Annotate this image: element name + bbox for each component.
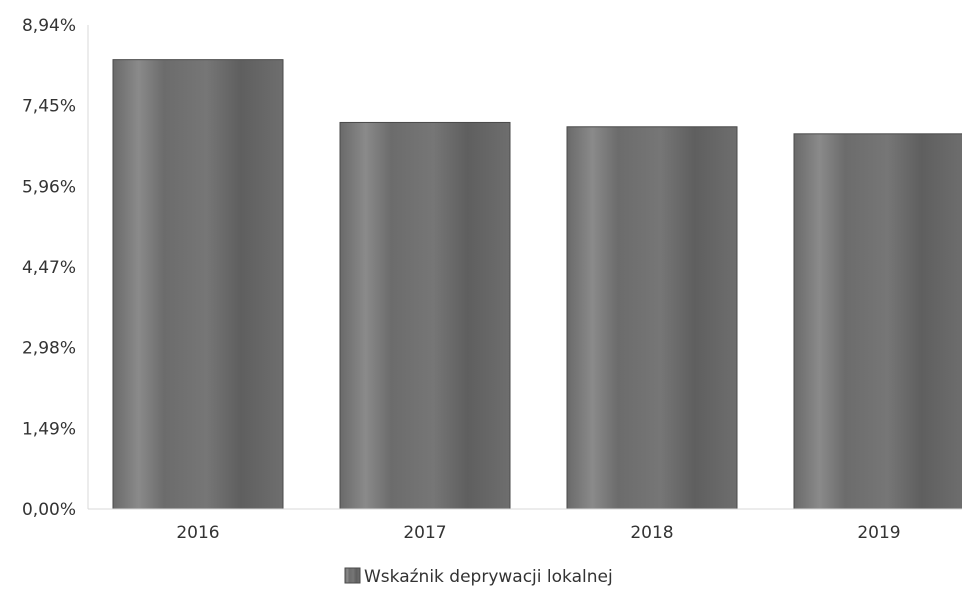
y-tick-label: 8,94% [22, 16, 76, 36]
x-tick-label: 2018 [630, 523, 673, 543]
y-tick-label: 4,47% [22, 258, 76, 278]
y-tick-label: 0,00% [22, 500, 76, 520]
x-axis: 2016 2017 2018 2019 [88, 509, 962, 543]
bars [113, 60, 962, 509]
legend: Wskaźnik deprywacji lokalnej [345, 567, 613, 587]
bar-2016 [113, 60, 283, 509]
legend-label: Wskaźnik deprywacji lokalnej [364, 567, 613, 587]
y-tick-label: 1,49% [22, 419, 76, 439]
bar-2019 [794, 134, 962, 509]
x-tick-label: 2017 [403, 523, 446, 543]
x-tick-label: 2016 [176, 523, 219, 543]
x-tick-label: 2019 [857, 523, 900, 543]
bar-2018 [567, 127, 737, 509]
y-tick-label: 7,45% [22, 97, 76, 117]
y-axis: 0,00% 1,49% 2,98% 4,47% 5,96% 7,45% 8,94% [22, 16, 88, 520]
bar-2017 [340, 122, 510, 509]
y-tick-label: 2,98% [22, 339, 76, 359]
legend-swatch [345, 568, 360, 583]
y-tick-label: 5,96% [22, 177, 76, 197]
